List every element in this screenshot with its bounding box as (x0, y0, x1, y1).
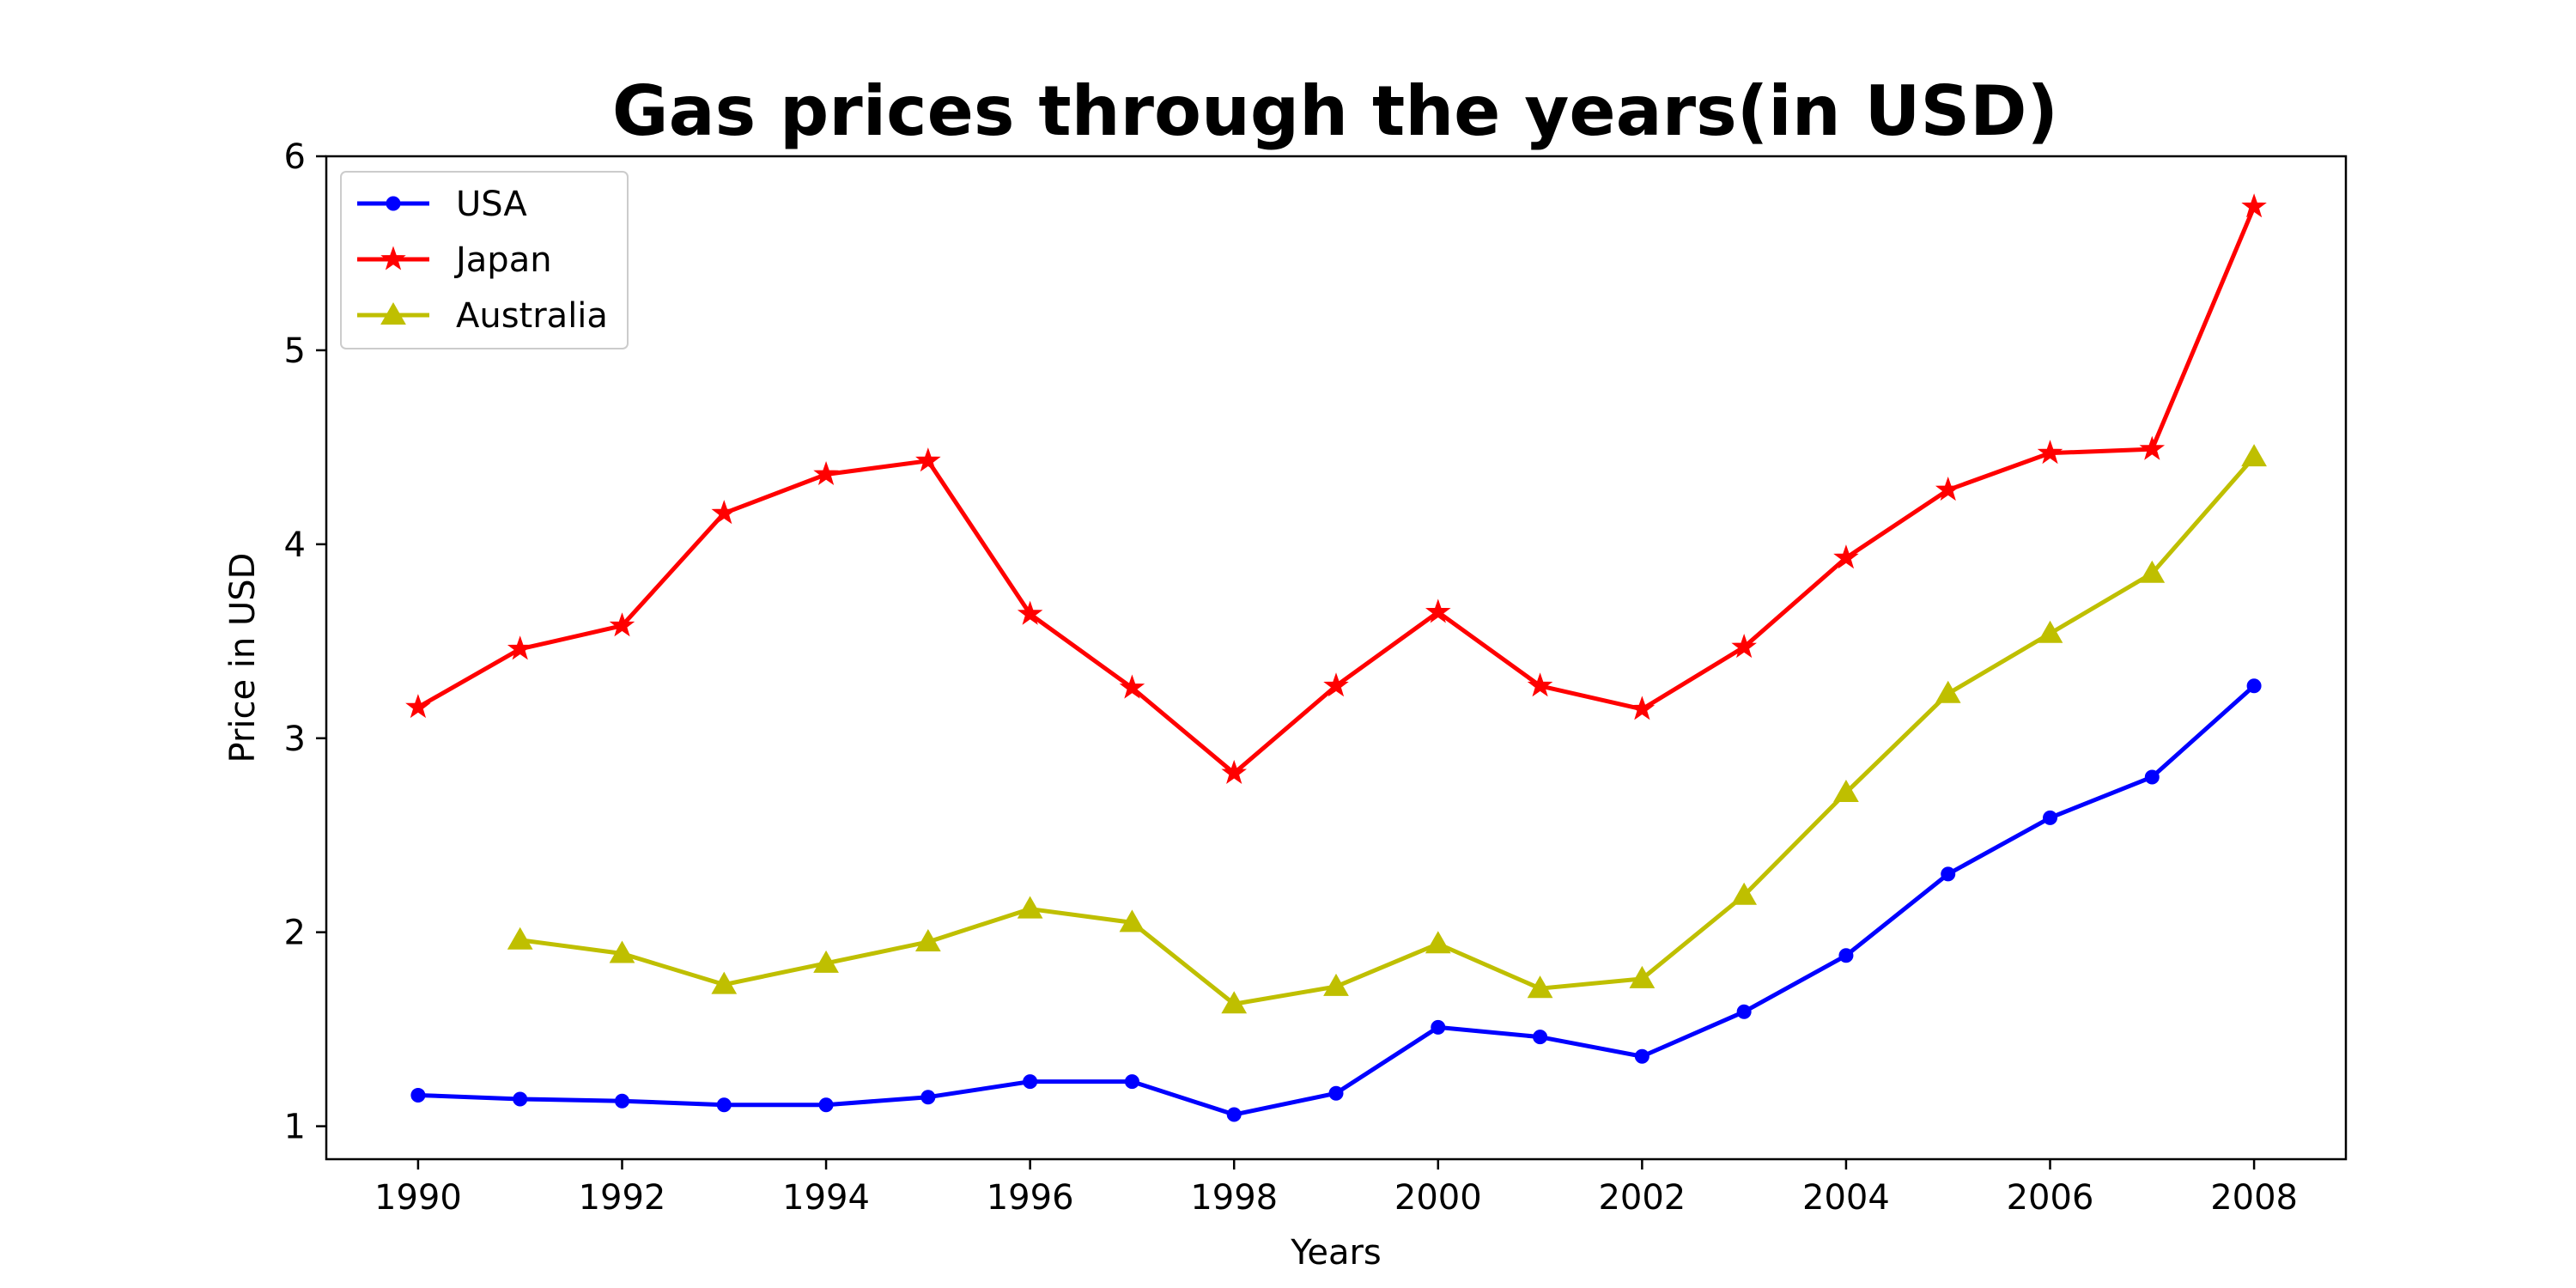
data-point-australia (2139, 560, 2166, 583)
data-point-japan (1935, 477, 1961, 501)
x-tick-label: 2006 (2007, 1178, 2094, 1218)
data-point-japan (1323, 672, 1349, 697)
data-point-australia (1425, 931, 1451, 954)
data-point-japan (2139, 435, 2166, 460)
x-tick-label: 2002 (1598, 1178, 1686, 1218)
data-point-australia (507, 927, 533, 950)
chart-title: Gas prices through the years(in USD) (612, 71, 2058, 151)
data-point-usa (1533, 1030, 1548, 1045)
data-point-australia (1119, 909, 1145, 933)
data-point-japan (915, 447, 941, 472)
data-point-australia (2037, 620, 2063, 643)
x-tick-label: 1990 (374, 1178, 462, 1218)
legend-box (340, 171, 629, 349)
x-tick-label: 2000 (1394, 1178, 1482, 1218)
data-point-japan (2037, 440, 2063, 465)
data-point-japan (2241, 193, 2267, 218)
legend-entry-australia: Australia (357, 296, 608, 336)
legend-marker-japan (380, 246, 406, 270)
data-point-usa (716, 1097, 732, 1113)
data-point-japan (1527, 672, 1553, 697)
data-point-usa (2043, 810, 2058, 825)
series-usa (410, 678, 2262, 1122)
y-tick-label: 5 (284, 331, 306, 371)
data-point-japan (1425, 598, 1451, 623)
plot-frame (325, 155, 2348, 1161)
legend-entry-usa: USA (357, 185, 527, 224)
data-point-australia (711, 971, 738, 994)
data-point-australia (914, 928, 941, 951)
series-line-australia (519, 455, 2256, 1006)
data-point-usa (1634, 1048, 1649, 1064)
y-tick-label: 2 (284, 914, 306, 953)
x-axis-ticks: 1990 1992 1994 1996 1998 2000 2002 2004 2006 2008 (374, 1159, 2298, 1218)
data-point-japan (1119, 674, 1145, 699)
legend-label-japan: Japan (453, 240, 552, 280)
data-point-usa (614, 1093, 629, 1109)
y-tick-label: 1 (284, 1108, 306, 1147)
data-point-japan (405, 694, 431, 719)
series-line-usa (417, 683, 2256, 1117)
data-point-usa (2144, 769, 2160, 785)
data-point-australia (1017, 896, 1043, 919)
y-axis-label: Price in USD (223, 553, 263, 763)
x-tick-label: 1996 (987, 1178, 1074, 1218)
data-point-usa (513, 1091, 528, 1107)
y-tick-label: 3 (284, 720, 306, 759)
data-point-usa (1023, 1074, 1038, 1090)
data-point-usa (1328, 1085, 1344, 1101)
y-tick-label: 4 (284, 526, 306, 565)
series-japan (405, 193, 2267, 784)
series-australia (507, 444, 2267, 1014)
x-tick-label: 2004 (1802, 1178, 1890, 1218)
data-point-australia (1629, 965, 1656, 988)
data-point-australia (1221, 991, 1248, 1014)
data-point-usa (410, 1087, 426, 1103)
x-tick-label: 1998 (1190, 1178, 1278, 1218)
plot-series (405, 193, 2267, 1122)
data-point-australia (813, 950, 839, 973)
x-axis-label: Years (1290, 1233, 1382, 1273)
data-point-usa (920, 1090, 936, 1105)
legend-entry-japan: Japan (357, 240, 552, 280)
data-point-japan (1731, 634, 1757, 659)
data-point-australia (1833, 780, 1859, 803)
legend-label-australia: Australia (456, 296, 608, 336)
data-point-usa (1431, 1019, 1446, 1035)
data-point-japan (507, 635, 533, 660)
y-axis-ticks: 1 2 3 4 5 6 (284, 137, 326, 1147)
data-point-australia (1527, 975, 1553, 999)
data-point-japan (1629, 696, 1656, 720)
data-point-japan (711, 500, 738, 525)
x-tick-label: 1994 (782, 1178, 870, 1218)
data-point-usa (1941, 866, 1956, 882)
x-tick-label: 1992 (579, 1178, 666, 1218)
data-point-japan (609, 612, 635, 637)
legend-marker-usa (386, 196, 401, 211)
legend-label-usa: USA (456, 185, 527, 224)
legend: USA Japan Australia (340, 171, 629, 349)
data-point-usa (1226, 1107, 1242, 1122)
y-tick-label: 6 (284, 137, 306, 177)
data-point-australia (609, 940, 635, 963)
data-point-usa (818, 1097, 834, 1113)
data-point-japan (1221, 759, 1247, 784)
legend-marker-australia (380, 301, 406, 325)
data-point-usa (1736, 1004, 1752, 1019)
data-point-australia (1935, 680, 1961, 703)
data-point-usa (2246, 678, 2262, 694)
data-point-australia (1731, 882, 1758, 905)
data-point-japan (1833, 544, 1859, 569)
data-point-japan (813, 460, 839, 486)
data-point-australia (2241, 444, 2267, 467)
data-point-usa (1838, 948, 1854, 963)
data-point-japan (1017, 600, 1043, 625)
x-tick-label: 2008 (2210, 1178, 2298, 1218)
data-point-usa (1124, 1074, 1139, 1090)
data-point-australia (1323, 973, 1349, 996)
